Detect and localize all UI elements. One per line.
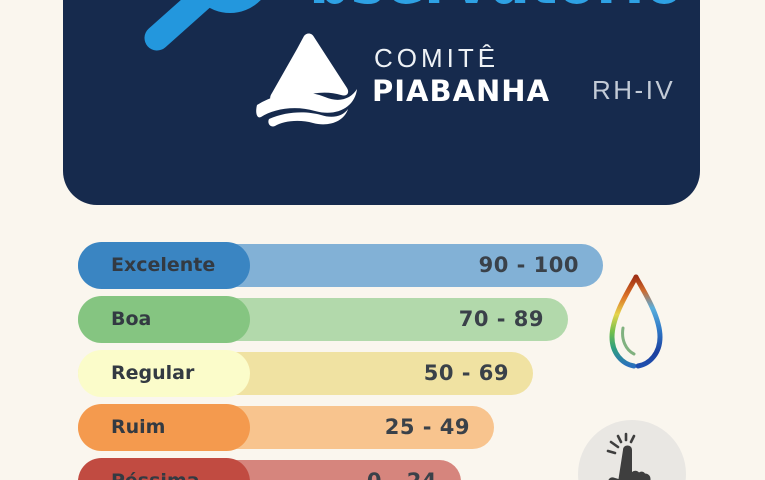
- header-card: bservatório COMITÊ PIABANHA RH-IV: [63, 0, 700, 205]
- scale-label: Péssima: [111, 472, 200, 480]
- scale-label-pill: Regular: [78, 350, 250, 397]
- tap-hand-icon: [606, 432, 651, 480]
- scale-row-3: 50 - 69 Regular: [78, 350, 608, 397]
- app-title: bservatório: [309, 0, 684, 14]
- scale-label: Boa: [111, 308, 152, 330]
- scale-label: Regular: [111, 362, 195, 384]
- scale-label-pill: Excelente: [78, 242, 250, 289]
- rainbow-water-drop-icon: [609, 274, 663, 369]
- scale-label: Excelente: [111, 254, 216, 276]
- scale-label-pill: Boa: [78, 296, 250, 343]
- mountain-waves-logo: [256, 33, 357, 127]
- region-label: RH-IV: [592, 75, 676, 105]
- scale-label: Ruim: [111, 416, 166, 438]
- scale-row-5: 0 - 24 Péssima: [78, 458, 608, 480]
- scale-row-1: 90 - 100 Excelente: [78, 242, 608, 289]
- scale-label-pill: Péssima: [78, 458, 250, 480]
- scale-row-4: 25 - 49 Ruim: [78, 404, 608, 451]
- magnifier-icon: [144, 0, 261, 51]
- scale-range-value: 0 - 24: [367, 471, 437, 480]
- scale-range-value: 25 - 49: [384, 415, 470, 439]
- scale-range-value: 70 - 89: [458, 307, 544, 331]
- committee-name: PIABANHA: [372, 74, 551, 108]
- quality-scale: 90 - 100 Excelente 70 - 89 Boa 50 - 69 R…: [78, 242, 608, 480]
- scale-range-value: 50 - 69: [423, 361, 509, 385]
- scale-range-value: 90 - 100: [478, 253, 579, 277]
- scale-row-2: 70 - 89 Boa: [78, 296, 608, 343]
- scale-label-pill: Ruim: [78, 404, 250, 451]
- committee-label: COMITÊ: [374, 43, 500, 73]
